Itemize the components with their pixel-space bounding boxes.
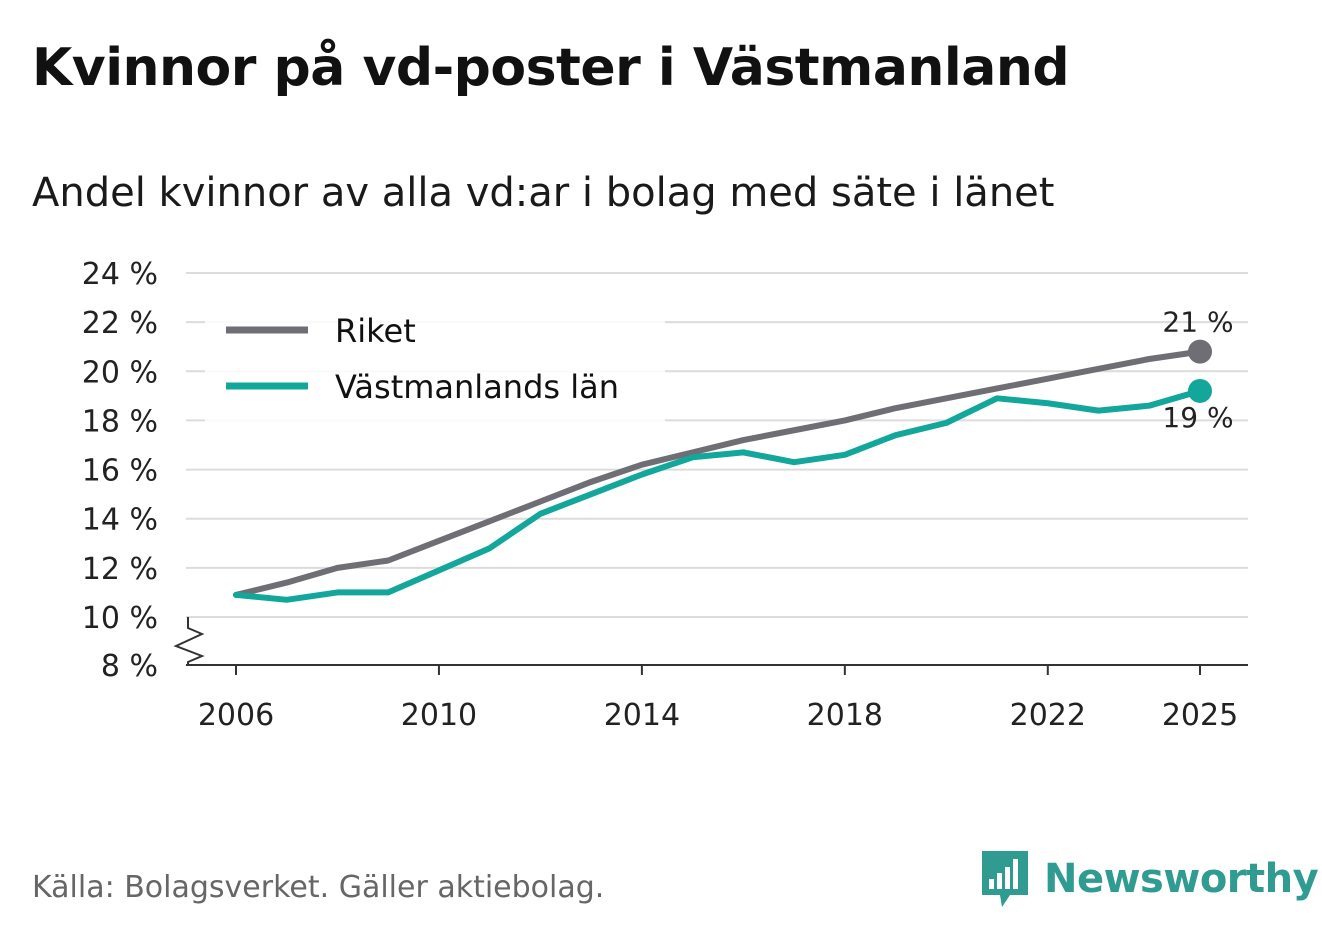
axis-break-marker <box>173 617 205 665</box>
end-labels: 21 % 19 % <box>1162 306 1233 434</box>
y-tick-label: 16 % <box>82 454 158 489</box>
chart-subtitle: Andel kvinnor av alla vd:ar i bolag med … <box>32 170 1055 216</box>
end-point-vastmanland <box>1188 378 1212 403</box>
y-tick-label: 8 % <box>101 649 158 684</box>
y-tick-label: 14 % <box>82 503 158 538</box>
y-tick-label: 18 % <box>82 404 158 439</box>
y-tick-label: 24 % <box>82 257 158 292</box>
chart-title: Kvinnor på vd-poster i Västmanland <box>32 38 1070 98</box>
end-label-riket: 21 % <box>1162 306 1233 339</box>
y-axis-tick-labels: 8 % 10 % 12 % 14 % 16 % 18 % 20 % 22 % 24 % <box>82 257 158 684</box>
bar-chart-icon <box>982 851 1028 907</box>
legend-label-vastmanland: Västmanlands län <box>335 368 619 406</box>
legend-background <box>205 305 665 425</box>
x-tick-label: 2018 <box>807 698 883 733</box>
series-lines <box>233 339 1212 603</box>
series-line-vastmanland <box>233 387 1203 603</box>
brand-logo[interactable]: Newsworthy <box>980 848 1319 910</box>
axes <box>173 617 1248 675</box>
end-label-vastmanland: 19 % <box>1162 401 1233 434</box>
x-tick-label: 2006 <box>198 698 274 733</box>
x-tick-label: 2025 <box>1162 698 1238 733</box>
brand-name: Newsworthy <box>1044 856 1319 902</box>
end-point-riket <box>1188 339 1212 364</box>
y-tick-label: 22 % <box>82 306 158 341</box>
x-axis-tick-labels: 2006 2010 2014 2018 2022 2025 <box>198 698 1238 733</box>
source-note: Källa: Bolagsverket. Gäller aktiebolag. <box>32 870 605 905</box>
legend-label-riket: Riket <box>335 312 416 350</box>
y-tick-label: 10 % <box>82 601 158 636</box>
series-line-riket <box>233 348 1203 598</box>
y-tick-label: 12 % <box>82 552 158 587</box>
x-tick-label: 2010 <box>401 698 477 733</box>
y-tick-label: 20 % <box>82 355 158 390</box>
x-tick-label: 2014 <box>604 698 680 733</box>
x-tick-label: 2022 <box>1010 698 1086 733</box>
legend: Riket Västmanlands län <box>205 305 665 425</box>
